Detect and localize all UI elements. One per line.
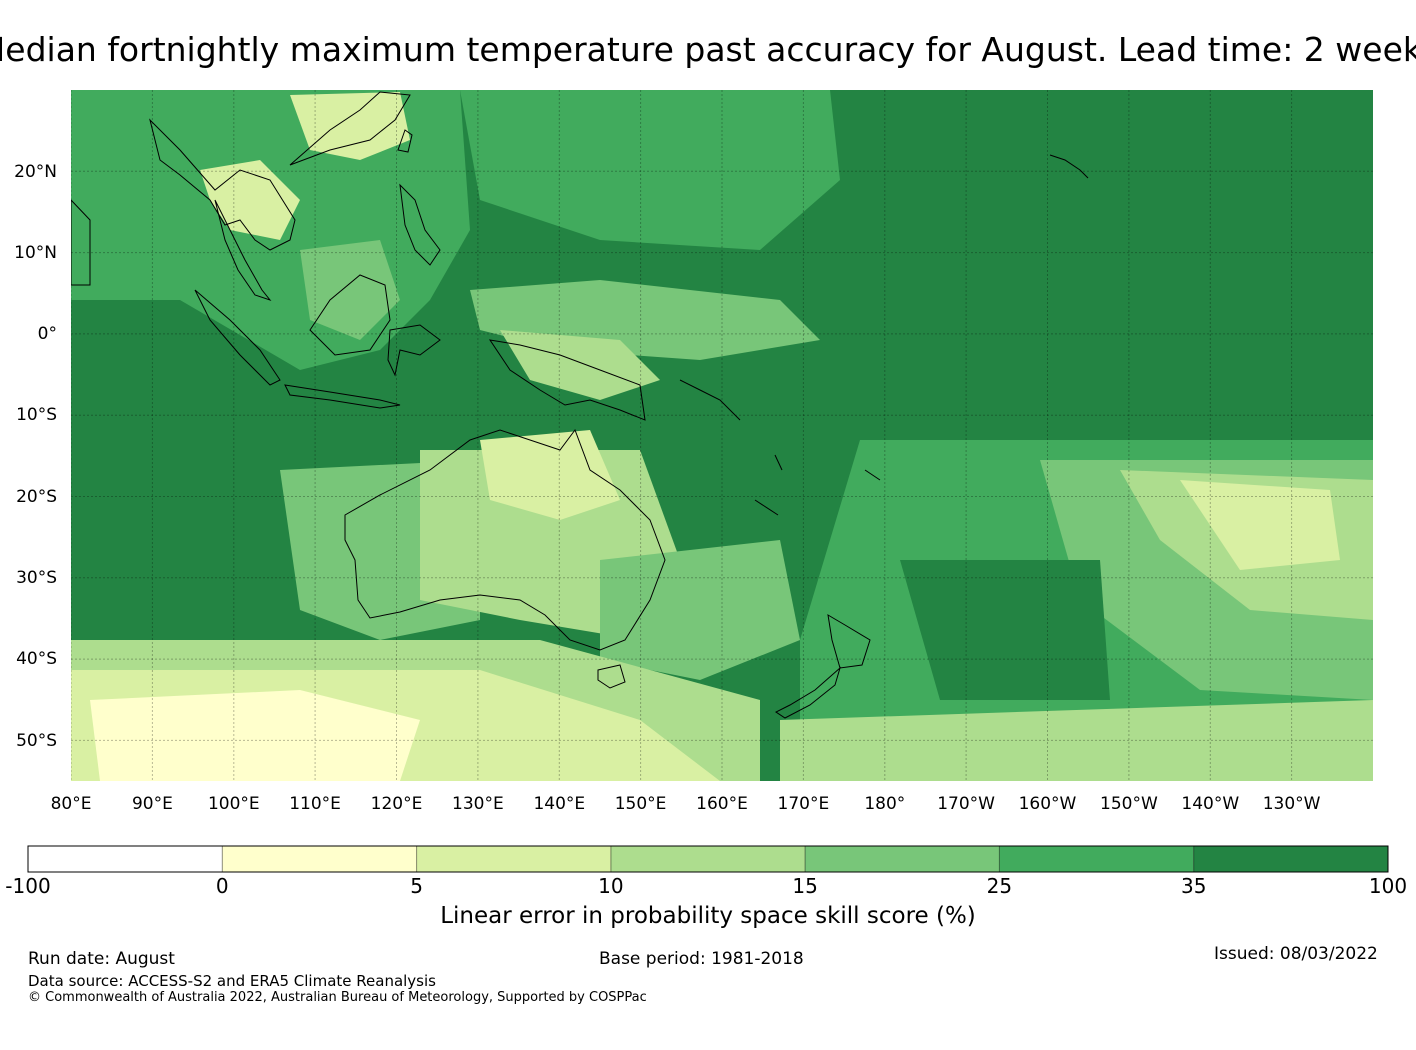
field-region-aus-north bbox=[480, 430, 620, 520]
map-panel bbox=[71, 90, 1373, 781]
skill-field bbox=[71, 90, 1373, 781]
colorbar-segment bbox=[222, 846, 417, 872]
coastline-china bbox=[289, 91, 411, 166]
lat-label: 10°N bbox=[14, 243, 57, 263]
data-source-text: Data source: ACCESS-S2 and ERA5 Climate … bbox=[28, 972, 436, 990]
colorbar-segment bbox=[999, 846, 1194, 872]
coastline-indochina bbox=[149, 118, 296, 251]
coastline-india bbox=[71, 199, 91, 286]
gridlines bbox=[71, 90, 1373, 781]
run-date-text: Run date: August bbox=[28, 949, 175, 969]
lon-label: 120°E bbox=[371, 794, 423, 814]
coastline-fiji bbox=[864, 469, 881, 481]
coastline-philippines bbox=[399, 183, 441, 266]
field-region-dark-pocket bbox=[900, 560, 1110, 700]
field-region-borneo bbox=[300, 240, 400, 340]
lat-label: 20°S bbox=[16, 487, 57, 507]
lat-label: 20°N bbox=[14, 162, 57, 182]
coastline-australia bbox=[344, 428, 666, 651]
lon-label: 150°W bbox=[1100, 794, 1158, 814]
colorbar-tick-label: 100 bbox=[1369, 874, 1407, 898]
colorbar-tick-label: 35 bbox=[1181, 874, 1206, 898]
coastline-new-caledonia bbox=[754, 499, 779, 516]
lat-label: 50°S bbox=[16, 731, 57, 751]
field-region-se-pacific-yellow bbox=[1180, 480, 1340, 570]
coastline-nz-north bbox=[827, 614, 871, 669]
coastline-tasmania bbox=[597, 664, 626, 689]
lon-label: 130°W bbox=[1263, 794, 1321, 814]
lon-label: 180° bbox=[864, 794, 905, 814]
colorbar-segment bbox=[805, 846, 1000, 872]
lon-label: 80°E bbox=[51, 794, 92, 814]
coastline-java bbox=[284, 384, 401, 409]
lon-label: 150°E bbox=[615, 794, 667, 814]
lon-label: 110°E bbox=[289, 794, 341, 814]
lon-label: 160°W bbox=[1019, 794, 1077, 814]
lon-label: 130°E bbox=[452, 794, 504, 814]
colorbar-tick-label: 10 bbox=[598, 874, 623, 898]
colorbar-frame bbox=[27, 845, 1389, 873]
field-region-south-pale bbox=[90, 690, 420, 781]
coastline-solomons bbox=[679, 379, 741, 421]
colorbar-title: Linear error in probability space skill … bbox=[440, 903, 976, 929]
coastlines bbox=[71, 91, 1089, 719]
map-title: Median fortnightly maximum temperature p… bbox=[0, 30, 1416, 69]
coastline-taiwan bbox=[397, 129, 413, 153]
field-region-tasman bbox=[600, 540, 800, 680]
coastline-hawaii bbox=[1049, 154, 1089, 179]
colorbar-segment bbox=[416, 846, 611, 872]
coastline-vanuatu bbox=[774, 454, 783, 471]
field-region-china-coast bbox=[290, 92, 410, 160]
colorbar-tick-label: 5 bbox=[410, 874, 423, 898]
colorbar-tick-label: 25 bbox=[987, 874, 1012, 898]
coastline-malay-peninsula bbox=[214, 199, 272, 302]
lon-label: 160°E bbox=[696, 794, 748, 814]
lat-label: 0° bbox=[38, 324, 57, 344]
coastline-borneo bbox=[309, 274, 391, 356]
copyright-text: © Commonwealth of Australia 2022, Austra… bbox=[28, 990, 647, 1005]
base-period-text: Base period: 1981-2018 bbox=[599, 949, 804, 969]
colorbar-tick-label: 15 bbox=[792, 874, 817, 898]
field-region-npac bbox=[460, 90, 840, 250]
lon-label: 170°E bbox=[778, 794, 830, 814]
coastline-sulawesi bbox=[387, 324, 441, 377]
coastline-sumatra bbox=[194, 289, 281, 386]
colorbar-segment bbox=[28, 846, 223, 872]
lat-label: 10°S bbox=[16, 405, 57, 425]
lon-label: 140°E bbox=[533, 794, 585, 814]
lat-tick-labels: 20°N 10°N 0° 10°S 20°S 30°S 40°S 50°S bbox=[14, 162, 57, 751]
lon-label: 140°W bbox=[1181, 794, 1239, 814]
colorbar-segment bbox=[1193, 846, 1388, 872]
colorbar: -100 0 5 10 15 25 35 100 bbox=[5, 845, 1407, 898]
lon-tick-labels: 80°E 90°E 100°E 110°E 120°E 130°E 140°E … bbox=[51, 794, 1321, 814]
lon-label: 100°E bbox=[208, 794, 260, 814]
field-region-south-east-band bbox=[780, 700, 1373, 781]
coastline-png bbox=[488, 339, 646, 421]
coastline-nz-south bbox=[775, 666, 841, 719]
colorbar-segment bbox=[610, 846, 806, 872]
lat-label: 40°S bbox=[16, 649, 57, 669]
lon-label: 90°E bbox=[132, 794, 173, 814]
colorbar-tick-label: 0 bbox=[216, 874, 229, 898]
field-region-png-light bbox=[500, 330, 660, 400]
lon-label: 170°W bbox=[937, 794, 995, 814]
lat-label: 30°S bbox=[16, 568, 57, 588]
issued-date-text: Issued: 08/03/2022 bbox=[1214, 944, 1378, 964]
colorbar-tick-label: -100 bbox=[5, 874, 50, 898]
